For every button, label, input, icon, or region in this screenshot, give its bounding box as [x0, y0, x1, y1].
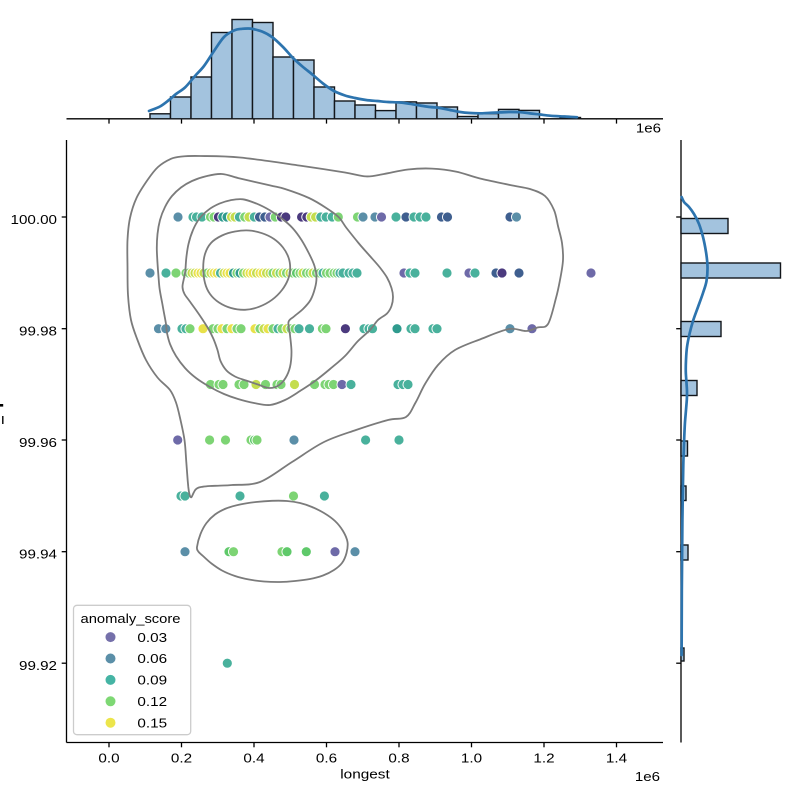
svg-text:1e6: 1e6 — [635, 769, 660, 784]
svg-text:1.0: 1.0 — [461, 751, 482, 766]
svg-text:longest: longest — [340, 767, 390, 782]
svg-text:0.03: 0.03 — [137, 630, 167, 645]
svg-text:0.06: 0.06 — [137, 651, 167, 666]
svg-text:1.4: 1.4 — [606, 751, 627, 766]
svg-text:99.98: 99.98 — [19, 324, 57, 339]
svg-text:1e6: 1e6 — [636, 121, 661, 136]
svg-text:0.09: 0.09 — [137, 673, 167, 688]
svg-text:99.94: 99.94 — [19, 547, 57, 562]
svg-text:0.2: 0.2 — [171, 751, 192, 766]
svg-text:100.00: 100.00 — [11, 212, 58, 227]
svg-text:0.6: 0.6 — [316, 751, 337, 766]
svg-text:0.15: 0.15 — [137, 715, 167, 730]
svg-text:99.92: 99.92 — [19, 658, 57, 673]
svg-text:0.4: 0.4 — [243, 751, 264, 766]
svg-text:1.2: 1.2 — [533, 751, 554, 766]
svg-text:anomaly_score: anomaly_score — [81, 611, 181, 626]
svg-text:0.0: 0.0 — [98, 751, 119, 766]
svg-text:0.12: 0.12 — [137, 694, 167, 709]
svg-text:99.96: 99.96 — [19, 435, 57, 450]
svg-text:0.8: 0.8 — [388, 751, 409, 766]
